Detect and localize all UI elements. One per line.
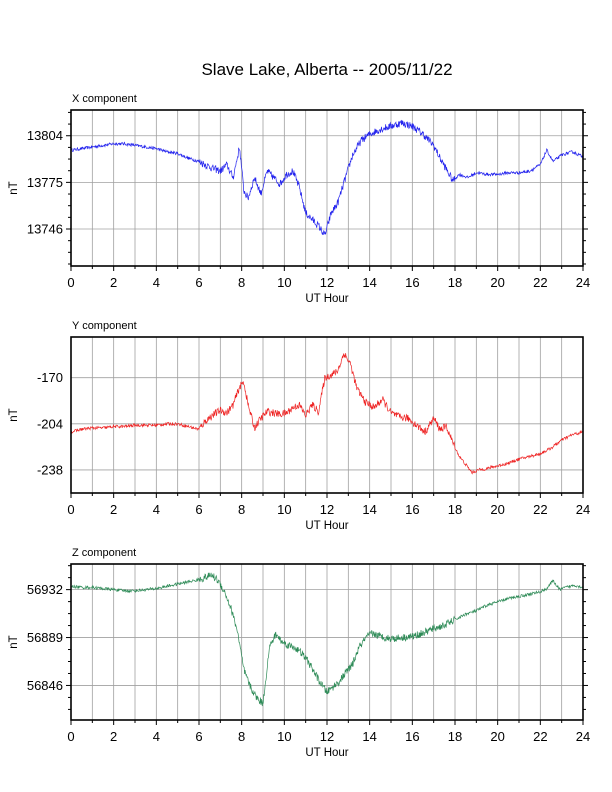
z-y-tick-label: 56932 <box>27 582 63 597</box>
y-x-tick-label: 0 <box>67 502 74 517</box>
y-x-tick-label: 2 <box>110 502 117 517</box>
x-y-tick-label: 13775 <box>27 175 63 190</box>
z-component-series-line <box>70 572 584 707</box>
y-y-tick-label: -204 <box>37 416 63 431</box>
y-component-series-line <box>70 353 584 475</box>
z-x-axis-title: UT Hour <box>305 747 348 759</box>
x-x-tick-label: 16 <box>405 275 419 290</box>
z-y-tick-label: 56846 <box>27 678 63 693</box>
x-x-tick-label: 24 <box>576 275 590 290</box>
x-y-axis-title: nT <box>8 181 20 194</box>
x-x-tick-label: 0 <box>67 275 74 290</box>
z-x-tick-label: 4 <box>153 729 160 744</box>
y-x-axis-title: UT Hour <box>305 520 348 532</box>
y-x-tick-label: 10 <box>277 502 291 517</box>
x-y-tick-label: 13804 <box>27 128 63 143</box>
y-x-tick-label: 16 <box>405 502 419 517</box>
x-component-label: X component <box>72 93 137 105</box>
z-x-tick-label: 6 <box>195 729 202 744</box>
z-x-tick-label: 8 <box>238 729 245 744</box>
x-x-tick-label: 20 <box>490 275 504 290</box>
z-x-tick-label: 22 <box>533 729 547 744</box>
y-x-tick-label: 6 <box>195 502 202 517</box>
z-x-tick-label: 16 <box>405 729 419 744</box>
x-x-tick-label: 10 <box>277 275 291 290</box>
y-y-axis-title: nT <box>8 408 20 421</box>
x-x-axis-title: UT Hour <box>305 293 348 305</box>
x-x-tick-label: 2 <box>110 275 117 290</box>
z-y-axis-title: nT <box>8 635 20 648</box>
z-x-tick-label: 20 <box>490 729 504 744</box>
z-x-tick-label: 10 <box>277 729 291 744</box>
y-x-tick-label: 24 <box>576 502 590 517</box>
x-x-tick-label: 6 <box>195 275 202 290</box>
x-x-tick-label: 12 <box>320 275 334 290</box>
y-y-tick-label: -238 <box>37 462 63 477</box>
x-x-tick-label: 22 <box>533 275 547 290</box>
y-x-tick-label: 18 <box>448 502 462 517</box>
y-y-tick-label: -170 <box>37 370 63 385</box>
y-component-label: Y component <box>72 320 137 332</box>
y-x-tick-label: 20 <box>490 502 504 517</box>
z-component-label: Z component <box>72 547 136 559</box>
x-x-tick-label: 18 <box>448 275 462 290</box>
z-y-tick-label: 56889 <box>27 630 63 645</box>
y-x-tick-label: 22 <box>533 502 547 517</box>
y-x-tick-label: 12 <box>320 502 334 517</box>
x-x-tick-label: 8 <box>238 275 245 290</box>
z-x-tick-label: 0 <box>67 729 74 744</box>
z-x-tick-label: 24 <box>576 729 590 744</box>
chart-title: Slave Lake, Alberta -- 2005/11/22 <box>201 60 452 79</box>
y-x-tick-label: 14 <box>362 502 376 517</box>
z-x-tick-label: 2 <box>110 729 117 744</box>
z-x-tick-label: 14 <box>362 729 376 744</box>
x-y-tick-label: 13746 <box>27 222 63 237</box>
z-x-tick-label: 18 <box>448 729 462 744</box>
x-x-tick-label: 14 <box>362 275 376 290</box>
z-x-tick-label: 12 <box>320 729 334 744</box>
y-x-tick-label: 8 <box>238 502 245 517</box>
x-component-series-line <box>70 119 584 235</box>
y-x-tick-label: 4 <box>153 502 160 517</box>
x-x-tick-label: 4 <box>153 275 160 290</box>
